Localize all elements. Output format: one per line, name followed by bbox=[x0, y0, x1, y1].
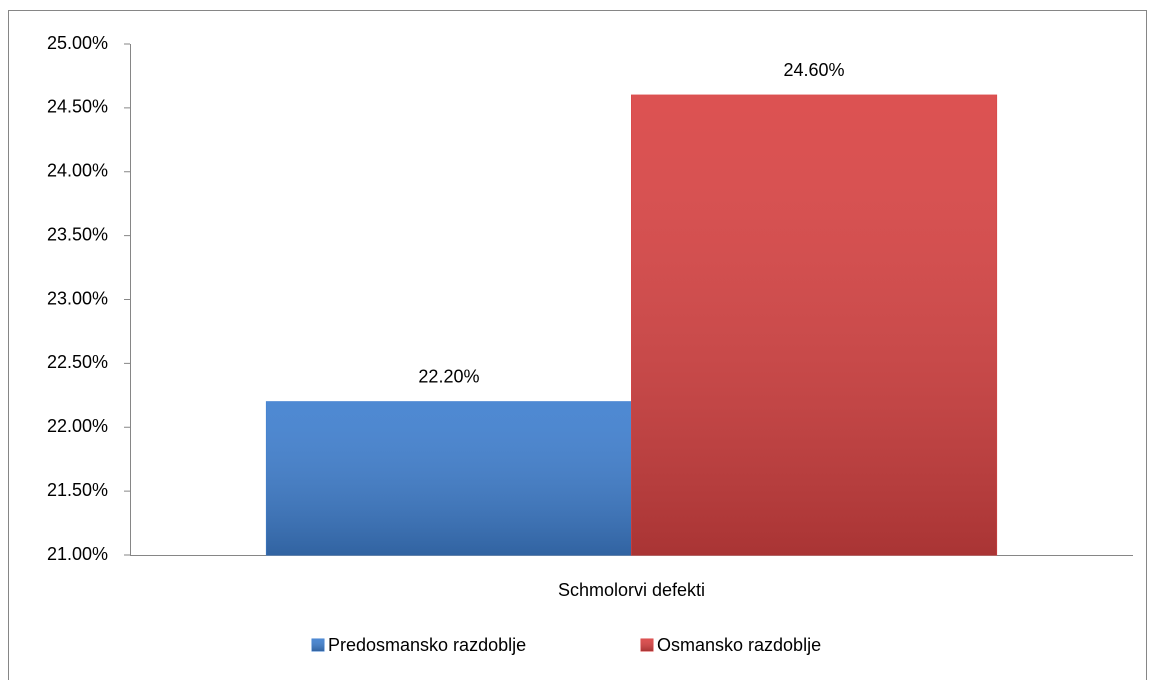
bar-shade bbox=[266, 401, 632, 555]
data-label: 22.20% bbox=[418, 366, 479, 386]
y-tick-label: 23.50% bbox=[47, 224, 108, 244]
legend-label: Osmansko razdoblje bbox=[657, 635, 821, 655]
y-tick-label: 21.50% bbox=[47, 480, 108, 500]
y-tick-label: 21.00% bbox=[47, 544, 108, 564]
legend-marker-shade bbox=[312, 639, 324, 651]
y-tick-label: 24.50% bbox=[47, 97, 108, 117]
y-tick-label: 24.00% bbox=[47, 161, 108, 181]
x-tick-label: Schmolorvi defekti bbox=[558, 580, 705, 600]
y-tick-label: 22.00% bbox=[47, 416, 108, 436]
y-tick-label: 25.00% bbox=[47, 33, 108, 53]
bar-shade bbox=[631, 95, 997, 555]
y-tick-label: 23.00% bbox=[47, 288, 108, 308]
legend-label: Predosmansko razdoblje bbox=[328, 635, 526, 655]
legend-marker-shade bbox=[641, 639, 653, 651]
y-tick-label: 22.50% bbox=[47, 352, 108, 372]
data-label: 24.60% bbox=[784, 60, 845, 80]
